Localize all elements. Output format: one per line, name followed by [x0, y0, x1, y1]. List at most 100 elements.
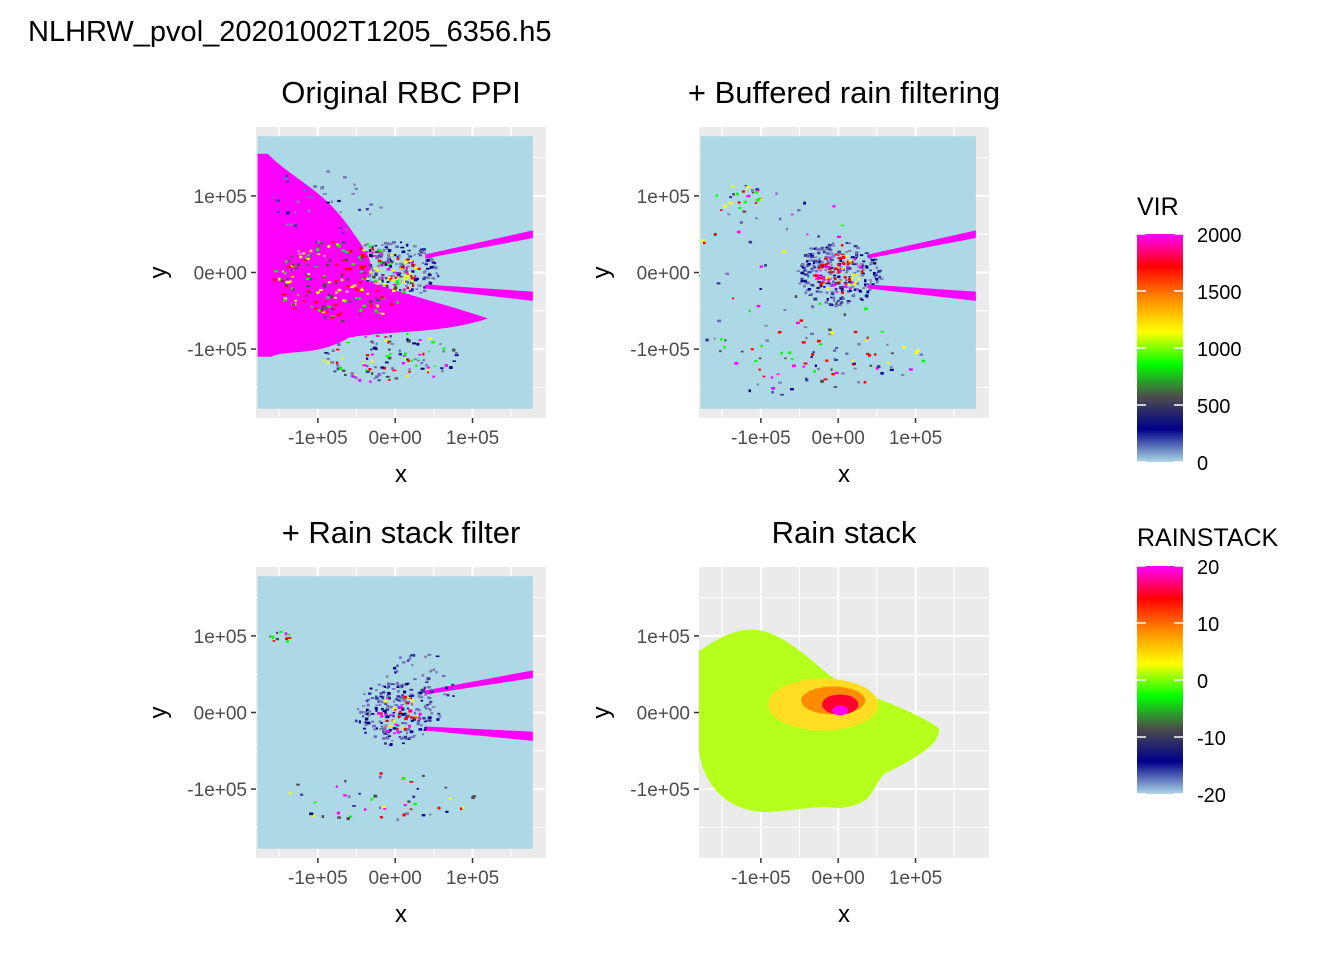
- clutter-pixel: [425, 277, 430, 280]
- clutter-pixel: [801, 267, 806, 269]
- clutter-pixel: [302, 189, 307, 192]
- rain-edge-pixel: [344, 299, 348, 303]
- residual-pixel: [880, 372, 884, 375]
- residual-pixel: [845, 352, 849, 355]
- clutter-pixel: [812, 266, 817, 269]
- clutter-pixel: [423, 252, 427, 255]
- rain-edge-pixel: [402, 290, 406, 294]
- rain-edge-pixel: [360, 253, 365, 257]
- clutter-pixel: [842, 262, 846, 266]
- rain-edge-pixel: [348, 300, 352, 303]
- x-tick-label: -1e+05: [731, 868, 791, 889]
- clutter-pixel: [845, 269, 849, 272]
- clutter-pixel: [842, 297, 845, 300]
- clutter-pixel: [827, 252, 831, 256]
- residual-pixel: [729, 196, 733, 199]
- interference-streak: [868, 284, 976, 301]
- residual-pixel: [863, 380, 867, 384]
- clutter-pixel: [386, 729, 390, 733]
- rain-edge-pixel: [305, 294, 309, 297]
- legend-title: RAINSTACK: [1137, 524, 1279, 552]
- residual-pixel: [426, 677, 431, 680]
- residual-pixel: [764, 263, 767, 267]
- clutter-pixel: [407, 682, 410, 685]
- residual-pixel: [832, 349, 837, 352]
- x-tick-label: 0e+00: [812, 428, 865, 449]
- clutter-pixel: [875, 272, 879, 276]
- rain-edge-pixel: [396, 257, 400, 261]
- residual-pixel: [742, 210, 747, 213]
- clutter-pixel: [391, 278, 395, 282]
- clutter-pixel: [837, 268, 841, 271]
- residual-pixel: [919, 353, 923, 356]
- y-axis-label: y: [145, 707, 172, 719]
- rain-edge-pixel: [455, 351, 458, 355]
- rain-edge-pixel: [352, 375, 356, 379]
- residual-pixel: [869, 364, 873, 367]
- legend-label: 500: [1197, 396, 1230, 418]
- clutter-pixel: [404, 269, 408, 272]
- clutter-pixel: [845, 250, 849, 253]
- clutter-pixel: [829, 249, 833, 252]
- clutter-pixel: [815, 277, 819, 280]
- rain-edge-pixel: [350, 277, 355, 280]
- residual-pixel: [285, 637, 289, 641]
- rain-edge-pixel: [345, 278, 350, 281]
- y-tick-label: -1e+05: [630, 340, 690, 361]
- rain-edge-pixel: [422, 352, 425, 356]
- clutter-pixel: [395, 263, 398, 266]
- clutter-pixel: [326, 201, 331, 204]
- clutter-pixel: [864, 294, 869, 298]
- rain-edge-pixel: [371, 353, 374, 356]
- rain-edge-pixel: [369, 304, 373, 308]
- rain-edge-pixel: [405, 375, 409, 378]
- residual-pixel: [765, 339, 769, 342]
- residual-pixel: [817, 367, 820, 371]
- rain-edge-pixel: [284, 284, 289, 287]
- clutter-pixel: [845, 241, 849, 244]
- clutter-pixel: [388, 264, 393, 268]
- legend-label: 10: [1197, 614, 1219, 636]
- clutter-pixel: [870, 258, 875, 262]
- y-tick-label: -1e+05: [187, 340, 247, 361]
- rain-edge-pixel: [395, 280, 399, 284]
- clutter-pixel: [426, 267, 430, 270]
- residual-pixel: [421, 673, 425, 677]
- clutter-pixel: [368, 249, 371, 253]
- residual-pixel: [755, 188, 760, 191]
- rain-edge-pixel: [318, 281, 321, 283]
- clutter-pixel: [404, 260, 409, 264]
- rain-edge-pixel: [345, 251, 349, 254]
- residual-pixel: [403, 803, 407, 807]
- residual-pixel: [780, 351, 783, 355]
- clutter-pixel: [803, 284, 807, 288]
- clutter-pixel: [381, 279, 384, 283]
- clutter-pixel: [393, 732, 396, 735]
- clutter-pixel: [294, 224, 298, 228]
- clutter-pixel: [380, 725, 384, 728]
- rain-edge-pixel: [387, 262, 392, 266]
- residual-pixel: [713, 233, 717, 236]
- clutter-pixel: [428, 702, 432, 705]
- rain-edge-pixel: [322, 283, 326, 286]
- residual-pixel: [421, 774, 425, 777]
- residual-pixel: [803, 362, 808, 365]
- residual-pixel: [813, 369, 816, 373]
- rain-edge-pixel: [360, 267, 364, 270]
- clutter-pixel: [813, 247, 816, 250]
- rain-edge-pixel: [407, 339, 411, 341]
- clutter-pixel: [834, 282, 839, 285]
- rain-edge-pixel: [440, 367, 444, 369]
- clutter-pixel: [429, 266, 433, 269]
- residual-pixel: [430, 690, 434, 693]
- residual-pixel: [817, 339, 821, 343]
- rain-edge-pixel: [344, 267, 349, 271]
- residual-pixel: [835, 301, 838, 305]
- residual-pixel: [717, 319, 722, 323]
- rain-edge-pixel: [380, 253, 383, 257]
- rain-edge-pixel: [371, 360, 375, 363]
- clutter-pixel: [848, 287, 852, 290]
- clutter-pixel: [379, 206, 383, 209]
- y-axis-label: y: [145, 267, 172, 279]
- x-axis-label: x: [395, 461, 407, 488]
